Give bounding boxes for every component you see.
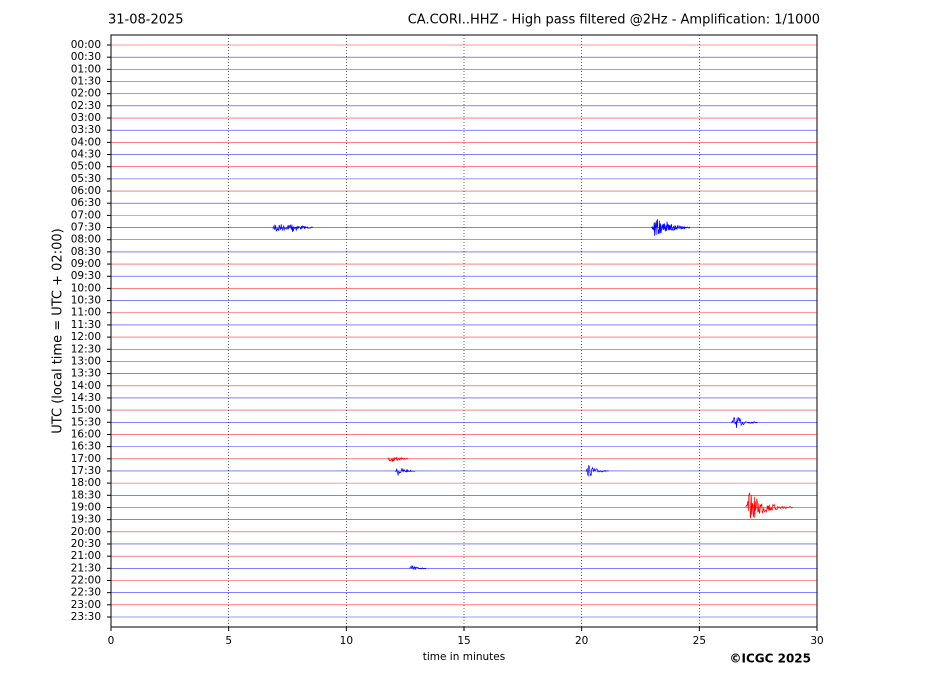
- y-tick-label: 14:30: [71, 392, 101, 404]
- y-tick-label: 17:30: [71, 465, 101, 477]
- y-tick-label: 21:30: [71, 562, 101, 574]
- y-tick-label: 07:00: [71, 209, 101, 221]
- y-tick-label: 15:00: [71, 404, 101, 416]
- y-tick-label: 18:00: [71, 477, 101, 489]
- seismic-event: [660, 221, 691, 232]
- y-tick-label: 05:30: [71, 173, 101, 185]
- y-tick-label: 21:00: [71, 550, 101, 562]
- y-tick-label: 02:30: [71, 100, 101, 112]
- x-tick-label: 0: [108, 635, 115, 647]
- y-tick-label: 20:00: [71, 526, 101, 538]
- x-axis-label: time in minutes: [423, 651, 505, 663]
- y-tick-label: 20:30: [71, 538, 101, 550]
- chart-title: CA.CORI..HHZ - High pass filtered @2Hz -…: [408, 13, 820, 28]
- y-tick-label: 16:00: [71, 428, 101, 440]
- y-tick-label: 15:30: [71, 416, 101, 428]
- y-tick-label: 14:00: [71, 380, 101, 392]
- y-tick-label: 12:30: [71, 343, 101, 355]
- y-tick-label: 19:00: [71, 501, 101, 513]
- y-tick-label: 11:00: [71, 307, 101, 319]
- y-tick-label: 19:30: [71, 514, 101, 526]
- y-tick-label: 05:00: [71, 161, 101, 173]
- y-tick-label: 02:00: [71, 88, 101, 100]
- x-tick-label: 20: [575, 635, 588, 647]
- y-tick-label: 13:00: [71, 355, 101, 367]
- y-tick-label: 23:00: [71, 599, 101, 611]
- seismic-event: [731, 417, 758, 429]
- x-tick-label: 5: [225, 635, 232, 647]
- x-tick-label: 30: [810, 635, 823, 647]
- y-tick-label: 16:30: [71, 441, 101, 453]
- y-tick-label: 06:30: [71, 197, 101, 209]
- y-tick-label: 01:30: [71, 76, 101, 88]
- y-tick-label: 04:00: [71, 136, 101, 148]
- x-tick-label: 15: [457, 635, 470, 647]
- y-tick-label: 12:00: [71, 331, 101, 343]
- seismic-event: [585, 464, 609, 477]
- y-tick-label: 08:00: [71, 234, 101, 246]
- y-tick-label: 10:30: [71, 295, 101, 307]
- y-tick-label: 22:00: [71, 574, 101, 586]
- y-tick-label: 06:00: [71, 185, 101, 197]
- y-tick-label: 10:00: [71, 282, 101, 294]
- y-tick-label: 00:00: [71, 39, 101, 51]
- seismic-event: [408, 565, 427, 571]
- y-tick-label: 17:00: [71, 453, 101, 465]
- y-tick-label: 03:30: [71, 124, 101, 136]
- y-tick-label: 04:30: [71, 149, 101, 161]
- x-tick-label: 25: [693, 635, 706, 647]
- y-tick-label: 03:00: [71, 112, 101, 124]
- y-tick-label: 18:30: [71, 489, 101, 501]
- chart-date: 31-08-2025: [108, 13, 184, 28]
- y-tick-label: 00:30: [71, 51, 101, 63]
- y-tick-label: 09:30: [71, 270, 101, 282]
- y-axis-label: UTC (local time = UTC + 02:00): [51, 228, 66, 433]
- y-tick-label: 22:30: [71, 587, 101, 599]
- plot-frame: [110, 34, 818, 628]
- y-tick-label: 23:30: [71, 611, 101, 623]
- copyright: ©ICGC 2025: [729, 652, 811, 666]
- seismic-event: [272, 224, 299, 232]
- seismic-event: [394, 468, 416, 476]
- seismic-event: [286, 223, 313, 233]
- seismic-event: [745, 492, 794, 519]
- y-tick-label: 07:30: [71, 222, 101, 234]
- y-tick-label: 09:00: [71, 258, 101, 270]
- seismic-event: [387, 456, 409, 462]
- y-tick-label: 08:30: [71, 246, 101, 258]
- y-tick-label: 11:30: [71, 319, 101, 331]
- y-tick-label: 13:30: [71, 368, 101, 380]
- y-tick-label: 01:00: [71, 63, 101, 75]
- x-tick-label: 10: [340, 635, 353, 647]
